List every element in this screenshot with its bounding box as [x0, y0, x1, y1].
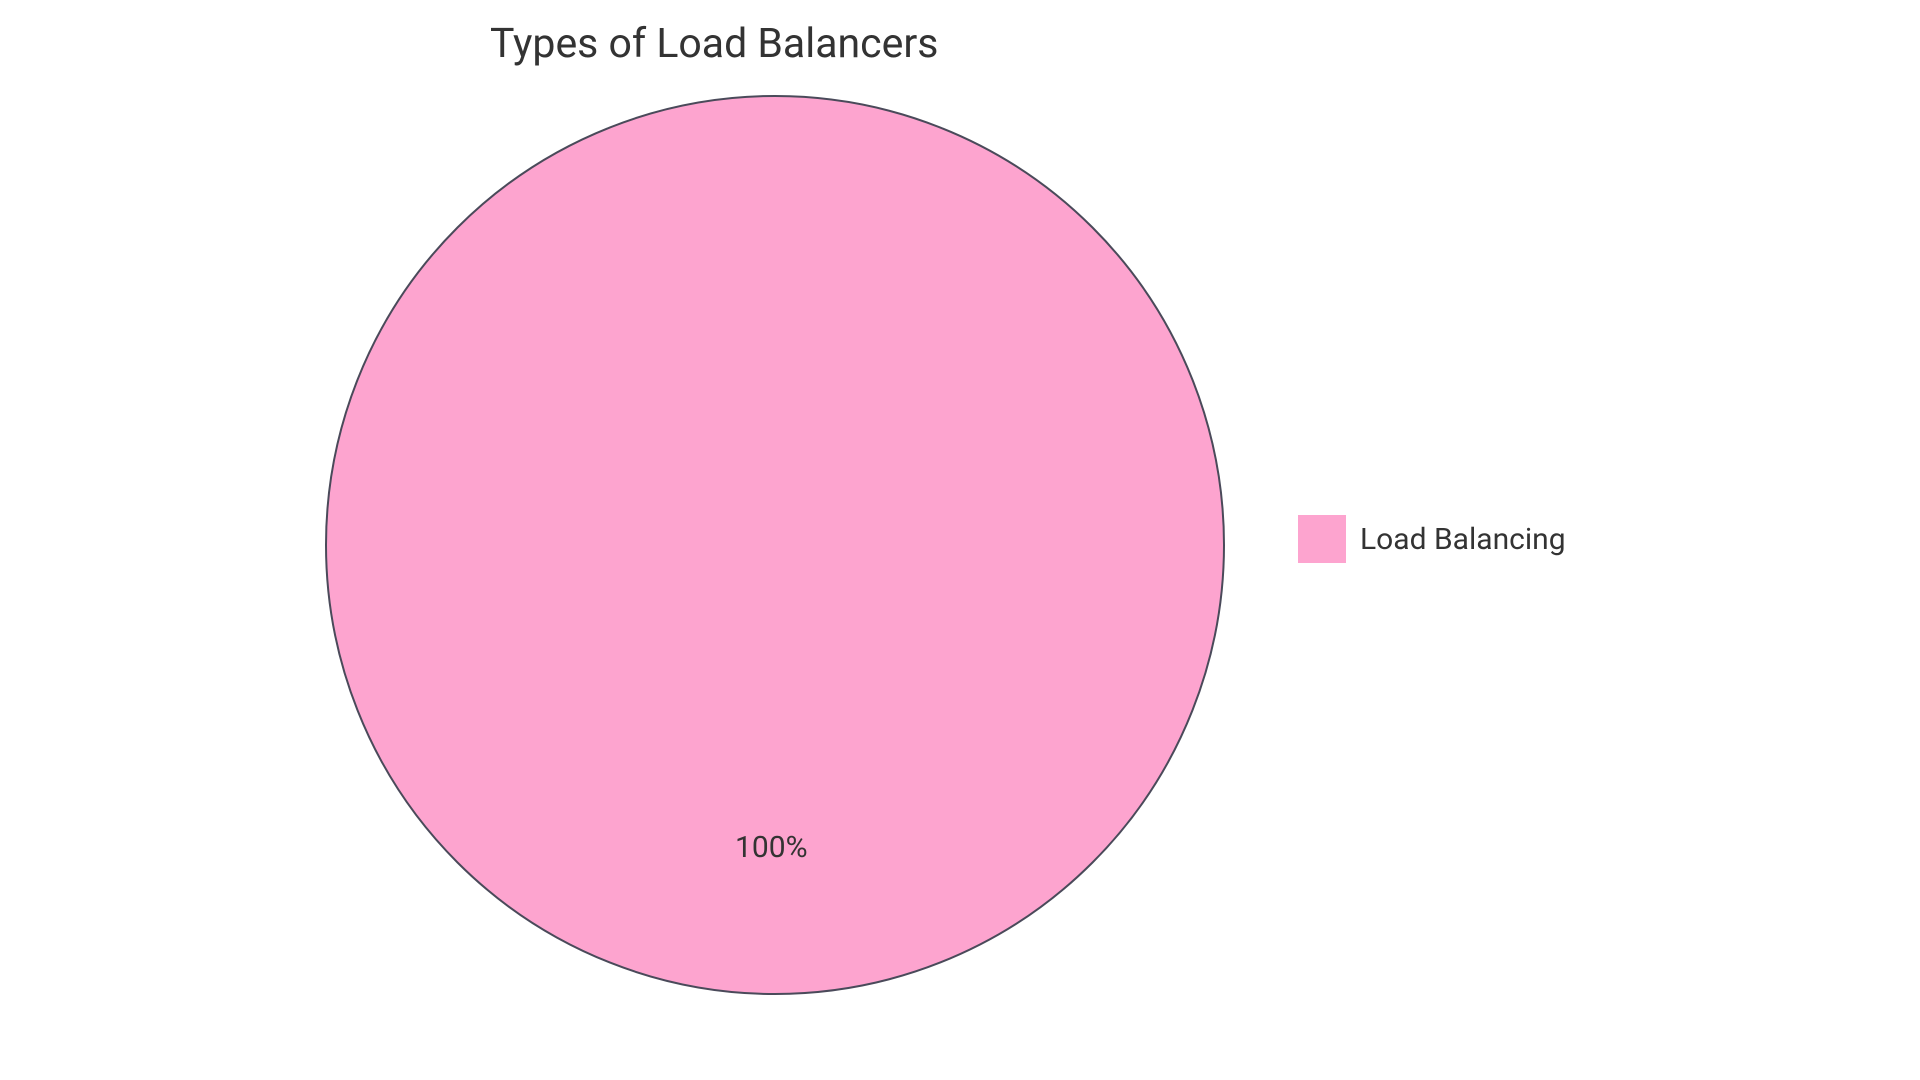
legend-swatch-0 [1298, 515, 1346, 563]
pie-chart-container: Types of Load Balancers 100% Load Balanc… [0, 0, 1920, 1080]
chart-title: Types of Load Balancers [490, 20, 938, 68]
legend-label-0: Load Balancing [1360, 522, 1566, 557]
chart-legend: Load Balancing [1298, 515, 1566, 563]
pie-slice-0-label: 100% [735, 830, 808, 865]
